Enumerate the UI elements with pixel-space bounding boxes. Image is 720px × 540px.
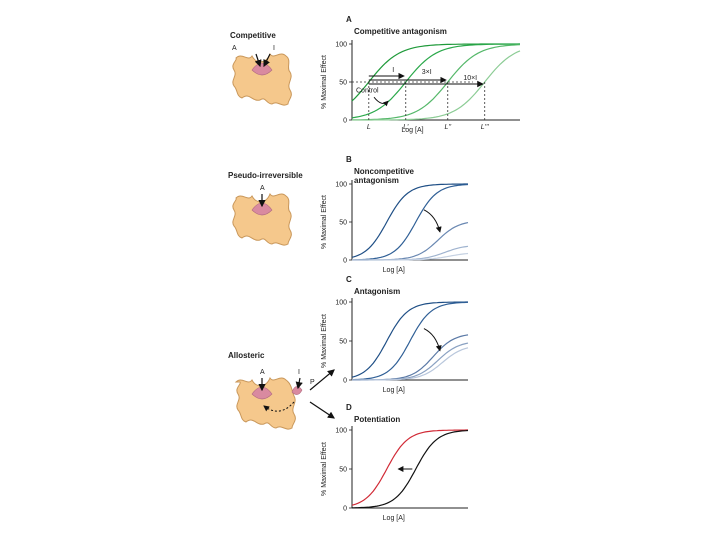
x-axis-label: Log [A] xyxy=(383,387,405,394)
inhibitor-label-3: I xyxy=(298,369,300,376)
p-label: P xyxy=(310,379,315,386)
panel-title: Competitive antagonism xyxy=(354,27,447,36)
allosteric-label: Allosteric xyxy=(228,351,265,360)
y-tick-label: 100 xyxy=(335,42,347,49)
y-tick-label: 0 xyxy=(343,506,347,513)
x-axis-label: Log [A] xyxy=(401,127,423,134)
shift-label-10i: 10×I xyxy=(463,75,477,82)
panel-letter: C xyxy=(346,275,352,284)
panel-title: Potentiation xyxy=(354,415,400,424)
y-axis-label: % Maximal Effect xyxy=(321,314,328,368)
series-line xyxy=(351,301,468,378)
agonist-label-3: A xyxy=(260,369,265,376)
panel-letter: B xyxy=(346,155,352,164)
y-tick-label: 0 xyxy=(343,378,347,385)
ec50-mark: L''' xyxy=(481,124,490,131)
receptor-icon xyxy=(234,376,303,430)
agonist-label-2: A xyxy=(260,185,265,192)
receptor-icon xyxy=(232,192,292,246)
series-line xyxy=(352,429,469,509)
y-axis-label: % Maximal Effect xyxy=(321,195,328,249)
y-tick-label: 0 xyxy=(343,258,347,265)
panel-title: Noncompetitive xyxy=(354,167,415,176)
y-tick-label: 50 xyxy=(339,339,347,346)
control-label: Control xyxy=(356,88,379,95)
series-line xyxy=(352,252,469,261)
receptor-icon xyxy=(232,52,292,106)
left-allosteric: Allosteric A I P xyxy=(228,351,335,430)
left-pseudo-irreversible: Pseudo-irreversible A xyxy=(228,171,303,246)
series-line xyxy=(352,183,469,261)
ec50-mark: L' xyxy=(403,124,409,131)
ec50-mark: L'' xyxy=(444,124,451,131)
competitive-label: Competitive xyxy=(230,31,276,40)
control-arrow xyxy=(373,96,389,107)
series-line xyxy=(351,43,521,119)
y-tick-label: 100 xyxy=(335,428,347,435)
ec50-mark: L xyxy=(367,124,371,131)
decrease-arrow xyxy=(423,209,442,233)
decrease-arrow xyxy=(423,328,442,352)
y-tick-label: 50 xyxy=(339,220,347,227)
x-axis-label: Log [A] xyxy=(383,515,405,522)
panel-letter: A xyxy=(346,15,352,24)
y-axis-label: % Maximal Effect xyxy=(321,55,328,109)
panel-title: antagonism xyxy=(354,176,399,185)
series-line xyxy=(352,222,469,261)
series-line xyxy=(351,429,468,506)
shift-label-i: I xyxy=(392,67,394,74)
inhibitor-label-1: I xyxy=(273,45,275,52)
panel-letter: D xyxy=(346,403,352,412)
y-tick-label: 100 xyxy=(335,182,347,189)
shift-label-3i: 3×I xyxy=(422,69,432,76)
series-line xyxy=(352,50,521,121)
series-line xyxy=(351,301,469,381)
panel-title: Antagonism xyxy=(354,287,400,296)
y-tick-label: 50 xyxy=(339,467,347,474)
y-axis-label: % Maximal Effect xyxy=(321,442,328,496)
pseudo-irreversible-label: Pseudo-irreversible xyxy=(228,171,303,180)
y-tick-label: 0 xyxy=(343,118,347,125)
series-line xyxy=(351,183,468,258)
agonist-label-1: A xyxy=(232,45,237,52)
series-line xyxy=(351,44,521,121)
y-tick-label: 100 xyxy=(335,300,347,307)
series-line xyxy=(352,342,469,381)
y-tick-label: 50 xyxy=(339,80,347,87)
left-competitive: Competitive A I xyxy=(230,31,292,106)
x-axis-label: Log [A] xyxy=(383,267,405,274)
series-line xyxy=(352,347,469,381)
